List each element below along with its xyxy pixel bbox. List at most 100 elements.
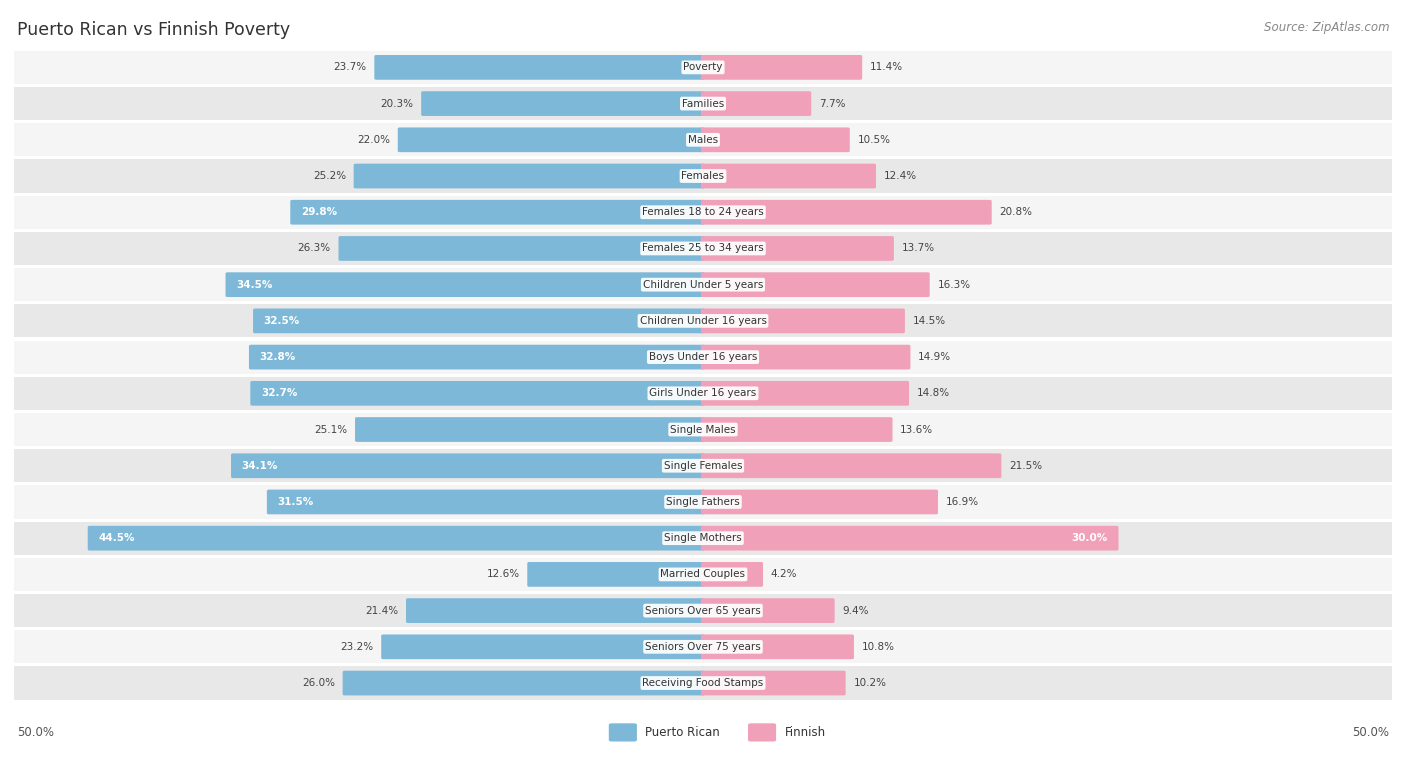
Bar (14, 124, 1392, 156)
Text: Single Mothers: Single Mothers (664, 533, 742, 543)
FancyBboxPatch shape (700, 55, 862, 80)
Text: Females 18 to 24 years: Females 18 to 24 years (643, 207, 763, 218)
FancyBboxPatch shape (748, 723, 776, 741)
Text: 23.2%: 23.2% (340, 642, 374, 652)
FancyBboxPatch shape (374, 55, 704, 80)
Text: Single Fathers: Single Fathers (666, 497, 740, 507)
FancyBboxPatch shape (422, 91, 706, 116)
Text: 30.0%: 30.0% (1071, 533, 1108, 543)
Bar (14, 485, 1392, 518)
Text: Seniors Over 75 years: Seniors Over 75 years (645, 642, 761, 652)
Text: Females 25 to 34 years: Females 25 to 34 years (643, 243, 763, 253)
Bar (14, 558, 1392, 591)
Bar (14, 413, 1392, 446)
Text: 26.0%: 26.0% (302, 678, 335, 688)
FancyBboxPatch shape (527, 562, 706, 587)
Text: Families: Families (682, 99, 724, 108)
FancyBboxPatch shape (381, 634, 704, 659)
Bar (14, 340, 1392, 374)
Bar (14, 232, 1392, 265)
Text: 12.4%: 12.4% (884, 171, 917, 181)
FancyBboxPatch shape (700, 381, 910, 406)
Text: 44.5%: 44.5% (98, 533, 135, 543)
Text: 9.4%: 9.4% (842, 606, 869, 615)
FancyBboxPatch shape (406, 598, 704, 623)
FancyBboxPatch shape (225, 272, 706, 297)
Text: 32.5%: 32.5% (264, 316, 299, 326)
FancyBboxPatch shape (231, 453, 706, 478)
Bar (14, 449, 1392, 482)
Text: 32.8%: 32.8% (260, 352, 295, 362)
Text: Puerto Rican vs Finnish Poverty: Puerto Rican vs Finnish Poverty (17, 21, 290, 39)
Text: Males: Males (688, 135, 718, 145)
Text: 34.1%: 34.1% (242, 461, 278, 471)
Text: Girls Under 16 years: Girls Under 16 years (650, 388, 756, 398)
Text: 7.7%: 7.7% (818, 99, 845, 108)
Bar (14, 304, 1392, 337)
FancyBboxPatch shape (87, 526, 706, 550)
Text: 20.8%: 20.8% (1000, 207, 1032, 218)
FancyBboxPatch shape (700, 91, 811, 116)
Text: 16.3%: 16.3% (938, 280, 970, 290)
Text: 20.3%: 20.3% (381, 99, 413, 108)
Text: 13.6%: 13.6% (900, 424, 934, 434)
Text: 10.5%: 10.5% (858, 135, 890, 145)
Text: Puerto Rican: Puerto Rican (645, 726, 720, 739)
Text: 25.1%: 25.1% (314, 424, 347, 434)
Bar (14, 377, 1392, 410)
Text: Receiving Food Stamps: Receiving Food Stamps (643, 678, 763, 688)
Text: 14.9%: 14.9% (918, 352, 952, 362)
Text: 34.5%: 34.5% (236, 280, 273, 290)
Bar (14, 268, 1392, 301)
Text: Seniors Over 65 years: Seniors Over 65 years (645, 606, 761, 615)
Text: 22.0%: 22.0% (357, 135, 389, 145)
Text: Single Females: Single Females (664, 461, 742, 471)
Text: 12.6%: 12.6% (486, 569, 520, 579)
Text: Finnish: Finnish (785, 726, 825, 739)
FancyBboxPatch shape (700, 634, 853, 659)
Text: 32.7%: 32.7% (262, 388, 297, 398)
FancyBboxPatch shape (356, 417, 706, 442)
FancyBboxPatch shape (700, 671, 845, 695)
Text: 4.2%: 4.2% (770, 569, 797, 579)
FancyBboxPatch shape (253, 309, 706, 334)
FancyBboxPatch shape (700, 164, 876, 189)
Text: Boys Under 16 years: Boys Under 16 years (648, 352, 758, 362)
Text: 25.2%: 25.2% (312, 171, 346, 181)
FancyBboxPatch shape (249, 345, 706, 369)
FancyBboxPatch shape (354, 164, 706, 189)
FancyBboxPatch shape (339, 236, 706, 261)
FancyBboxPatch shape (609, 723, 637, 741)
Text: 11.4%: 11.4% (870, 62, 903, 72)
FancyBboxPatch shape (700, 526, 1119, 550)
FancyBboxPatch shape (290, 200, 706, 224)
Bar (14, 522, 1392, 555)
FancyBboxPatch shape (398, 127, 704, 152)
Text: 14.5%: 14.5% (912, 316, 946, 326)
FancyBboxPatch shape (700, 309, 905, 334)
Text: Children Under 16 years: Children Under 16 years (640, 316, 766, 326)
Bar (14, 159, 1392, 193)
FancyBboxPatch shape (700, 200, 991, 224)
FancyBboxPatch shape (267, 490, 706, 515)
Text: 21.4%: 21.4% (366, 606, 398, 615)
Text: 10.2%: 10.2% (853, 678, 886, 688)
FancyBboxPatch shape (700, 490, 938, 515)
Text: 26.3%: 26.3% (298, 243, 330, 253)
Bar (14, 87, 1392, 121)
Text: 50.0%: 50.0% (17, 726, 53, 739)
Text: 31.5%: 31.5% (277, 497, 314, 507)
FancyBboxPatch shape (700, 236, 894, 261)
FancyBboxPatch shape (700, 562, 763, 587)
FancyBboxPatch shape (343, 671, 706, 695)
FancyBboxPatch shape (700, 127, 849, 152)
FancyBboxPatch shape (700, 598, 835, 623)
FancyBboxPatch shape (700, 453, 1001, 478)
Text: 14.8%: 14.8% (917, 388, 950, 398)
FancyBboxPatch shape (700, 272, 929, 297)
Text: 50.0%: 50.0% (1353, 726, 1389, 739)
Bar (14, 666, 1392, 700)
Bar (14, 51, 1392, 84)
Text: 29.8%: 29.8% (301, 207, 337, 218)
Text: 23.7%: 23.7% (333, 62, 367, 72)
